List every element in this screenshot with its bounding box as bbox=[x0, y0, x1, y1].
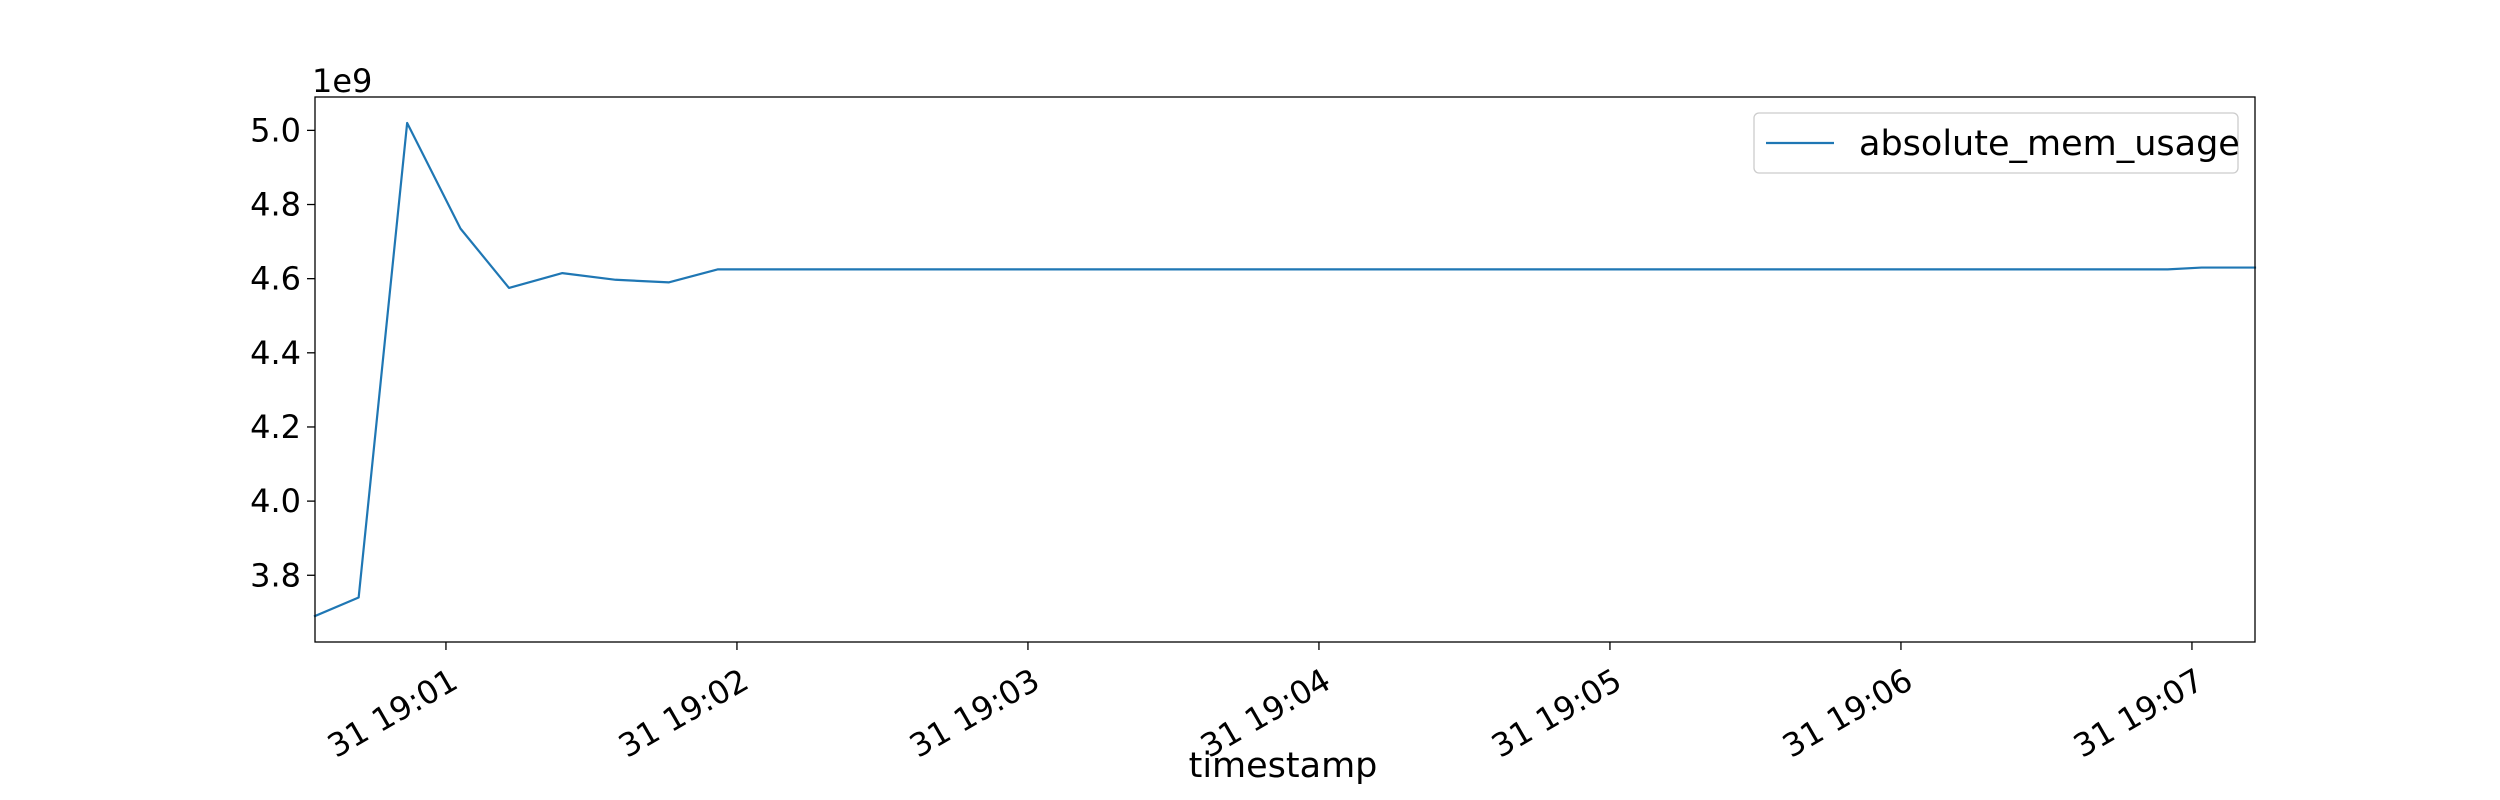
x-tick-label: 31 19:03 bbox=[903, 661, 1046, 765]
y-tick-label: 4.8 bbox=[250, 186, 301, 224]
y-offset-label: 1e9 bbox=[312, 62, 372, 100]
y-tick-label: 4.4 bbox=[250, 334, 301, 372]
x-tick-label: 31 19:05 bbox=[1485, 661, 1628, 765]
y-tick-label: 4.0 bbox=[250, 482, 301, 520]
plot-frame bbox=[314, 96, 2256, 643]
x-tick-label: 31 19:01 bbox=[321, 661, 464, 765]
plot-background bbox=[315, 97, 2255, 642]
y-tick-label: 5.0 bbox=[250, 111, 301, 149]
x-tick-label: 31 19:07 bbox=[2067, 661, 2210, 765]
legend-label: absolute_mem_usage bbox=[1859, 124, 2240, 164]
y-tick-label: 4.6 bbox=[250, 260, 301, 298]
x-tick-label: 31 19:02 bbox=[612, 661, 755, 765]
series-lines bbox=[313, 121, 2257, 618]
y-tick-label: 3.8 bbox=[250, 556, 301, 594]
x-axis-label: timestamp bbox=[1189, 746, 1378, 786]
x-tick-label: 31 19:06 bbox=[1776, 661, 1919, 765]
plot-area bbox=[315, 97, 2255, 642]
legend-box bbox=[1753, 112, 2239, 174]
legend: absolute_mem_usage bbox=[1753, 112, 2240, 174]
y-tick-label: 4.2 bbox=[250, 408, 301, 446]
series-line-0 bbox=[313, 121, 2257, 618]
